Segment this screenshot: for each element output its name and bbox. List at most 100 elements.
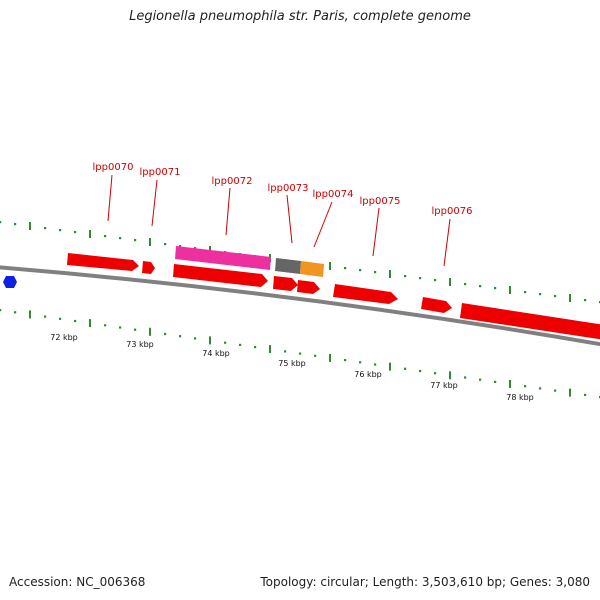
inner-ring-minor-tick	[479, 378, 482, 381]
inner-ring-minor-tick	[0, 309, 2, 312]
outer-ring-minor-tick	[464, 283, 467, 286]
outer-ring-minor-tick	[359, 269, 362, 272]
inner-ring-major-tick	[209, 336, 211, 345]
inner-ring-minor-tick	[14, 311, 17, 314]
inner-ring-major-tick	[149, 327, 151, 336]
accession-text: Accession: NC_006368	[9, 575, 146, 589]
outer-ring-major-tick	[89, 230, 91, 238]
outer-ring-minor-tick	[419, 277, 422, 280]
outer-ring-major-tick	[569, 294, 571, 302]
outer-ring-minor-tick	[494, 287, 497, 290]
outer-ring-minor-tick	[539, 293, 542, 296]
kbp-label-77: 77 kbp	[430, 381, 458, 390]
inner-ring-minor-tick	[299, 352, 302, 355]
label-lpp0072[interactable]: lpp0072	[212, 176, 253, 187]
inner-ring-major-tick	[89, 319, 91, 328]
outer-ring-major-tick	[509, 286, 511, 294]
gene-lpp0070[interactable]	[67, 253, 139, 271]
inner-ring-minor-tick	[494, 380, 497, 383]
inner-ring-major-tick	[29, 310, 31, 319]
outer-ring-major-tick	[449, 278, 451, 286]
kbp-label-76: 76 kbp	[354, 370, 382, 379]
inner-ring-minor-tick	[134, 328, 137, 331]
outer-ring-minor-tick	[554, 295, 557, 298]
label-lpp0071[interactable]: lpp0071	[140, 167, 181, 178]
label-lpp0070[interactable]: lpp0070	[93, 162, 134, 173]
inner-ring-major-tick	[509, 379, 511, 388]
inner-ring-major-tick	[269, 345, 271, 354]
label-lpp0075[interactable]: lpp0075	[360, 196, 401, 207]
inner-ring-minor-tick	[554, 389, 557, 392]
genome-stats-text: Topology: circular; Length: 3,503,610 bp…	[260, 575, 590, 589]
leader-lpp0071	[151, 179, 158, 227]
inner-ring-minor-tick	[314, 354, 317, 357]
gene-lpp0073[interactable]	[273, 276, 298, 291]
leader-lpp0073	[286, 194, 293, 244]
inner-ring-minor-tick	[524, 385, 527, 388]
origin-marker[interactable]	[3, 276, 17, 288]
gene-lpp0071[interactable]	[142, 261, 155, 274]
inner-ring-minor-tick	[584, 393, 587, 396]
outer-ring-major-tick	[389, 270, 391, 278]
outer-ring-minor-tick	[434, 279, 437, 282]
gene-lpp0072[interactable]	[173, 264, 268, 287]
gene-lpp0076[interactable]	[421, 297, 452, 313]
outer-ring-minor-tick	[0, 221, 2, 224]
outer-ring-major-tick	[29, 222, 31, 230]
outer-ring-minor-tick	[344, 267, 347, 270]
outer-ring-minor-tick	[374, 271, 377, 274]
inner-ring-major-tick	[329, 353, 331, 362]
gene-lpp0074-feature[interactable]	[300, 261, 324, 277]
gene-lpp0072-feature[interactable]	[175, 246, 271, 270]
kbp-label-78: 78 kbp	[506, 393, 534, 402]
outer-ring-minor-tick	[524, 291, 527, 294]
outer-ring-minor-tick	[44, 227, 47, 230]
inner-ring-minor-tick	[404, 367, 407, 370]
outer-ring-minor-tick	[179, 245, 182, 248]
gene-lpp0075[interactable]	[333, 284, 398, 304]
inner-ring-minor-tick	[254, 346, 257, 349]
inner-ring-minor-tick	[194, 337, 197, 340]
kbp-label-72: 72 kbp	[50, 333, 78, 342]
kbp-label-74: 74 kbp	[202, 349, 230, 358]
leader-lpp0074	[313, 201, 333, 248]
outer-ring-major-tick	[329, 262, 331, 270]
inner-ring-minor-tick	[539, 387, 542, 390]
inner-ring-minor-tick	[119, 326, 122, 329]
leader-lpp0075	[372, 207, 380, 257]
outer-ring-minor-tick	[134, 239, 137, 242]
inner-ring-minor-tick	[44, 315, 47, 318]
gene-lpp0073-feature[interactable]	[275, 258, 301, 274]
outer-ring-minor-tick	[479, 285, 482, 288]
outer-ring-minor-tick	[104, 235, 107, 238]
inner-ring-minor-tick	[224, 341, 227, 344]
inner-ring-minor-tick	[59, 317, 62, 320]
outer-ring-minor-tick	[164, 243, 167, 246]
label-lpp0076[interactable]: lpp0076	[432, 206, 473, 217]
inner-ring-minor-tick	[344, 359, 347, 362]
inner-ring-minor-tick	[104, 324, 107, 327]
inner-ring-minor-tick	[464, 376, 467, 379]
outer-ring-minor-tick	[584, 299, 587, 302]
inner-ring-major-tick	[569, 388, 571, 397]
genome-backbone	[0, 265, 600, 347]
outer-ring-minor-tick	[59, 229, 62, 232]
inner-ring-minor-tick	[179, 335, 182, 338]
inner-ring-minor-tick	[434, 372, 437, 375]
kbp-label-75: 75 kbp	[278, 359, 306, 368]
kbp-label-73: 73 kbp	[126, 340, 154, 349]
inner-ring-minor-tick	[164, 332, 167, 336]
gene-lpp0077[interactable]	[460, 303, 600, 340]
outer-ring-major-tick	[149, 238, 151, 246]
gene-lpp0074[interactable]	[297, 280, 320, 294]
inner-ring-minor-tick	[359, 361, 362, 364]
label-lpp0074[interactable]: lpp0074	[313, 189, 354, 200]
outer-ring-minor-tick	[119, 237, 122, 240]
inner-ring-minor-tick	[239, 343, 242, 346]
leader-lpp0076	[443, 218, 451, 267]
outer-tick-ring	[0, 221, 600, 304]
inner-ring-minor-tick	[74, 319, 77, 323]
label-lpp0073[interactable]: lpp0073	[268, 183, 309, 194]
inner-ring-major-tick	[389, 362, 391, 371]
